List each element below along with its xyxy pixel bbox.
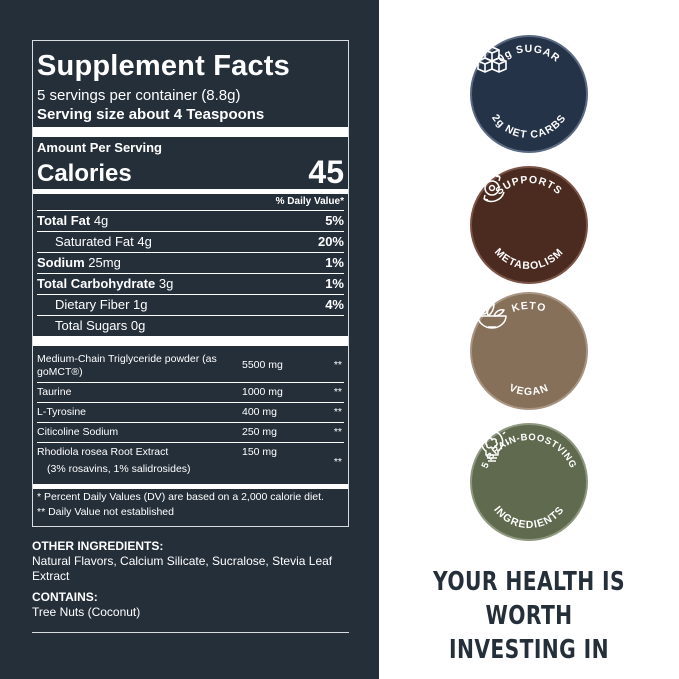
calories-row: Calories 45 — [37, 155, 344, 189]
nutrient-amount: 25mg — [88, 255, 121, 270]
other-ingredients-heading: OTHER INGREDIENTS: — [32, 539, 164, 553]
ingredient-amount: 1000 mg — [242, 386, 283, 398]
supplement-facts-label: Supplement Facts 5 servings per containe… — [32, 40, 349, 527]
nutrient-amount: 4g — [137, 234, 152, 249]
divider-thick — [33, 336, 348, 346]
calories-label: Calories — [37, 160, 132, 187]
ingredient-amount: 150 mg — [242, 446, 278, 458]
divider-line — [32, 632, 349, 633]
salad-bowl-icon — [477, 303, 507, 329]
nutrient-name: Saturated Fat — [55, 234, 134, 249]
badge-top-text: KETO — [510, 300, 546, 315]
left-panel: Supplement Facts 5 servings per containe… — [0, 0, 379, 679]
nutrient-name: Total Fat — [37, 213, 91, 228]
contains-text: Tree Nuts (Coconut) — [32, 605, 141, 619]
ingredient-amount: 400 mg — [242, 406, 278, 418]
nutrient-amount: 0g — [130, 318, 146, 333]
ingredient-row: Citicoline Sodium 250 mg ** — [37, 422, 344, 442]
nutrient-dv: 5% — [325, 213, 344, 228]
nutrient-row: Dietary Fiber 1g 4% — [37, 294, 344, 315]
tagline-line-1: YOUR HEALTH IS — [433, 567, 625, 597]
ingredient-dv: ** — [333, 426, 342, 438]
ingredient-dv: ** — [333, 359, 342, 371]
ingredient-row: Taurine 1000 mg ** — [37, 382, 344, 402]
svg-text:INGREDIENTS: INGREDIENTS — [491, 504, 567, 531]
facts-title: Supplement Facts — [37, 50, 290, 82]
metabolism-icon — [479, 173, 505, 203]
brain-bulb-icon — [475, 430, 509, 462]
ingredient-dv: ** — [333, 406, 342, 418]
badge-metabolism: SUPPORTS METABOLISM — [470, 166, 588, 284]
footnote-not-established: ** Daily Value not established — [37, 506, 174, 518]
nutrient-dv: 4% — [325, 297, 344, 312]
calories-value: 45 — [308, 154, 344, 190]
ingredient-amount: 250 mg — [242, 426, 278, 438]
badge-bottom-text: METABOLISM — [492, 246, 565, 272]
svg-text:METABOLISM: METABOLISM — [492, 246, 566, 272]
nutrient-row: Total Fat 4g 5% — [37, 210, 344, 231]
ingredient-table: Medium-Chain Triglyceride powder (as goM… — [37, 350, 344, 482]
footnote-dv: * Percent Daily Values (DV) are based on… — [37, 491, 324, 503]
nutrient-amount: 4g — [93, 213, 109, 228]
nutrient-row: Saturated Fat 4g 20% — [37, 231, 344, 252]
other-ingredients: OTHER INGREDIENTS: Natural Flavors, Calc… — [32, 539, 352, 620]
nutrient-name: Dietary Fiber — [55, 297, 130, 312]
ingredient-name: Rhodiola rosea Root Extract — [37, 446, 169, 458]
nutrient-dv: 20% — [317, 234, 344, 249]
divider-medium — [33, 189, 348, 194]
nutrient-name: Sodium — [37, 255, 85, 270]
ingredient-dv: ** — [333, 386, 342, 398]
ingredient-dv: ** — [333, 456, 342, 468]
nutrient-name: Total Sugars — [55, 318, 128, 333]
nutrient-row: Total Carbohydrate 3g 1% — [37, 273, 344, 294]
servings-per-container: 5 servings per container (8.8g) — [37, 87, 241, 104]
badge-sugar: 0g SUGAR 2g NET CARBS — [470, 35, 588, 153]
sugar-cubes-icon — [477, 46, 507, 73]
ingredient-row: L-Tyrosine 400 mg ** — [37, 402, 344, 422]
svg-text:KETO: KETO — [510, 300, 547, 315]
daily-value-header: % Daily Value* — [275, 196, 344, 207]
nutrient-amount: 3g — [158, 276, 174, 291]
badge-bottom-text: INGREDIENTS — [491, 504, 566, 531]
svg-text:2g NET CARBS: 2g NET CARBS — [489, 112, 568, 141]
ingredient-amount: 5500 mg — [242, 359, 283, 371]
nutrient-amount: 1g — [133, 297, 148, 312]
serving-size: Serving size about 4 Teaspoons — [37, 106, 265, 123]
ingredient-name: Taurine — [37, 386, 72, 398]
badge-brain-boosting: 5 BRAIN-BOOSTVING INGREDIENTS — [470, 423, 588, 541]
divider-thick — [33, 127, 348, 137]
badge-bottom-text: 2g NET CARBS — [489, 112, 567, 141]
nutrient-dv: 1% — [325, 276, 344, 291]
svg-text:VEGAN: VEGAN — [507, 382, 550, 398]
divider-medium — [33, 484, 348, 489]
ingredient-name: L-Tyrosine — [37, 406, 87, 418]
nutrient-name: Total Carbohydrate — [37, 276, 156, 291]
nutrient-dv: 1% — [325, 255, 344, 270]
other-ingredients-text: Natural Flavors, Calcium Silicate, Sucra… — [32, 554, 333, 583]
ingredient-subtext: (3% rosavins, 1% salidrosides) — [47, 463, 191, 475]
contains-heading: CONTAINS: — [32, 590, 98, 604]
ingredient-row: Rhodiola rosea Root Extract (3% rosavins… — [37, 442, 344, 482]
nutrient-row: Total Sugars 0g — [37, 315, 344, 336]
ingredient-name: Medium-Chain Triglyceride powder (as goM… — [37, 353, 217, 378]
tagline-line-2: WORTH INVESTING IN — [449, 601, 609, 665]
nutrient-row: Sodium 25mg 1% — [37, 252, 344, 273]
badge-keto-vegan: KETO VEGAN — [470, 292, 588, 410]
amount-per-serving: Amount Per Serving — [37, 140, 162, 155]
badge-bottom-text: VEGAN — [507, 382, 549, 398]
ingredient-row: Medium-Chain Triglyceride powder (as goM… — [37, 350, 344, 382]
tagline: YOUR HEALTH IS WORTH INVESTING IN — [421, 565, 638, 667]
ingredient-name: Citicoline Sodium — [37, 426, 119, 438]
